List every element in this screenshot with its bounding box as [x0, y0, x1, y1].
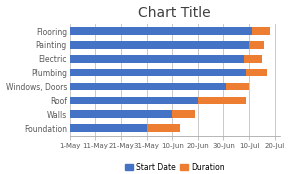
Bar	[146, 124, 180, 132]
Bar	[70, 27, 252, 35]
Bar	[226, 83, 249, 90]
Legend: Start Date, Duration: Start Date, Duration	[122, 160, 227, 174]
Bar	[70, 55, 244, 63]
Bar	[70, 41, 249, 49]
Title: Chart Title: Chart Title	[138, 6, 211, 19]
Bar	[70, 110, 172, 118]
Bar	[70, 83, 226, 90]
Bar	[246, 69, 267, 77]
Bar	[244, 55, 262, 63]
Bar	[249, 41, 264, 49]
Bar	[70, 124, 146, 132]
Bar	[252, 27, 269, 35]
Bar	[172, 110, 195, 118]
Bar	[70, 69, 246, 77]
Bar	[70, 97, 198, 104]
Bar	[198, 97, 246, 104]
